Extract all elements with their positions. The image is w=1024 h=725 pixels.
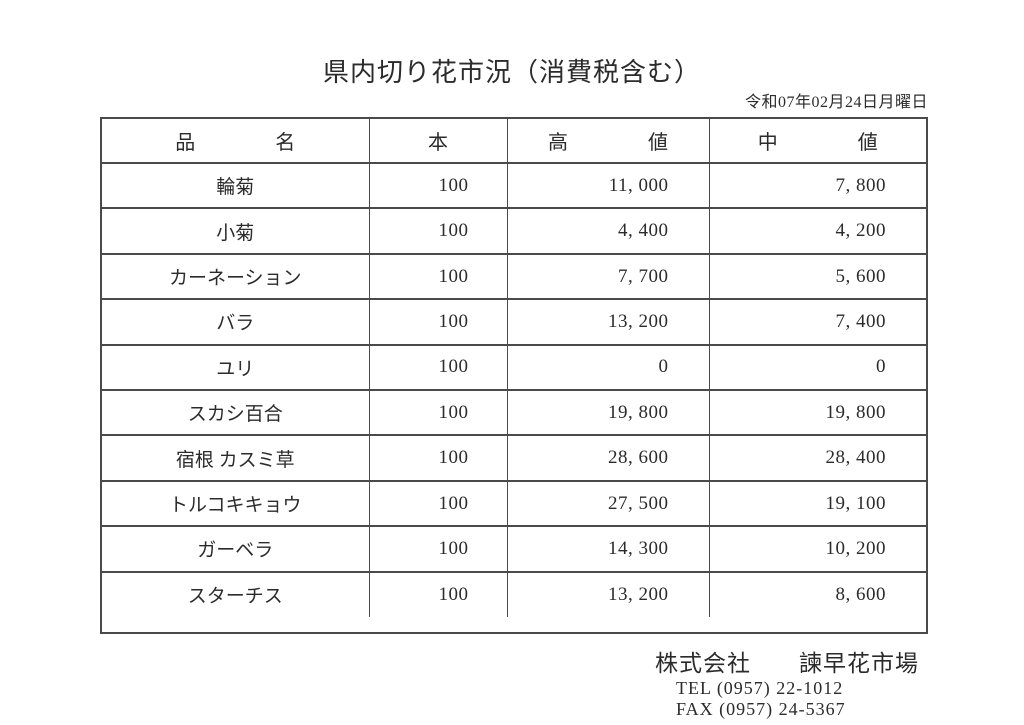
column-header-mid-price: 中 値: [708, 119, 926, 164]
cell-mid-price: 19, 800: [708, 389, 926, 436]
cell-quantity: 100: [368, 163, 507, 209]
cell-quantity: 100: [368, 298, 507, 345]
tel-line: TEL (0957) 22-1012: [676, 678, 844, 698]
cell-item-name: 宿根 カスミ草: [102, 434, 369, 481]
fax-line: FAX (0957) 24-5367: [676, 699, 846, 719]
cell-high-price: 19, 800: [506, 389, 709, 436]
cell-quantity: 100: [368, 525, 507, 572]
cell-high-price: 14, 300: [506, 525, 709, 572]
table-row: 輪菊 100 11, 000 7, 800: [102, 163, 926, 209]
table-row: バラ 100 13, 200 7, 400: [102, 298, 926, 345]
table-row: ユリ 100 0 0: [102, 343, 926, 391]
cell-quantity: 100: [368, 252, 507, 300]
cell-mid-price: 4, 200: [708, 207, 926, 254]
cell-mid-price: 10, 200: [708, 525, 926, 572]
cell-item-name: トルコキキョウ: [102, 479, 369, 527]
cell-quantity: 100: [368, 434, 507, 481]
table-body: 輪菊 100 11, 000 7, 800 小菊 100 4, 400 4, 200 カーネーシ…: [102, 163, 926, 632]
report-date: 令和07年02月24日月曜日: [744, 94, 928, 111]
cell-item-name: ユリ: [102, 343, 369, 391]
page-title: 県内切り花市況（消費税含む）: [322, 58, 701, 87]
cell-item-name: 小菊: [102, 207, 369, 254]
cell-mid-price: 7, 400: [708, 298, 926, 345]
cell-item-name: 輪菊: [216, 177, 255, 199]
cell-high-price: 28, 600: [506, 434, 709, 481]
cell-item-name: ガーベラ: [102, 525, 369, 572]
table-row: スカシ百合 100 19, 800 19, 800: [102, 389, 926, 436]
cell-mid-price: 7, 800: [708, 163, 926, 209]
cell-high-price: 27, 500: [506, 479, 709, 527]
table-row: トルコキキョウ 100 27, 500 19, 100: [102, 479, 926, 527]
column-header-high-price: 高 値: [506, 119, 709, 164]
table-row: カーネーション 100 7, 700 5, 600: [102, 252, 926, 300]
cell-high-price: 7, 700: [506, 252, 709, 300]
cell-high-price: 4, 400: [506, 207, 709, 254]
cell-quantity: 100: [368, 570, 507, 618]
table-row: 宿根 カスミ草 100 28, 600 28, 400: [102, 434, 926, 481]
cell-item-name: バラ: [102, 298, 369, 345]
cell-mid-price: 19, 100: [708, 479, 926, 527]
table-row: 小菊 100 4, 400 4, 200: [102, 207, 926, 254]
footer: 株式会社 諫早花市場 TEL (0957) 22-1012 FAX (0957)…: [655, 644, 919, 720]
price-table: 品 名 本 高 値 中 値 輪菊 100 11, 000 7, 800 小菊 100 4, …: [100, 117, 928, 634]
table-header-row: 品 名 本 高 値 中 値: [102, 119, 926, 164]
table-bottom-spacer: [102, 617, 926, 632]
cell-item-name: スターチス: [102, 570, 369, 618]
cell-high-price: 13, 200: [506, 570, 709, 618]
cell-quantity: 100: [368, 207, 507, 254]
cell-mid-price: 28, 400: [708, 434, 926, 481]
table-row: スターチス 100 13, 200 8, 600: [102, 570, 926, 618]
table-bottom-spacer-cell: [102, 617, 926, 632]
cell-mid-price: 0: [708, 343, 926, 391]
cell-high-price: 0: [506, 343, 709, 391]
column-header-quantity: 本: [368, 119, 507, 164]
cell-quantity: 100: [368, 479, 507, 527]
cell-item-name: カーネーション: [102, 252, 369, 300]
company-name: 株式会社 諫早花市場: [655, 651, 919, 676]
cell-mid-price: 8, 600: [708, 570, 926, 618]
cell-item-name: スカシ百合: [102, 389, 369, 436]
price-table-grid: 品 名 本 高 値 中 値 輪菊 100 11, 000 7, 800 小菊 100 4, …: [102, 119, 926, 632]
cell-high-price: 13, 200: [506, 298, 709, 345]
cell-mid-price: 5, 600: [708, 252, 926, 300]
cell-quantity: 100: [368, 343, 507, 391]
cell-high-price: 11, 000: [506, 163, 709, 209]
column-header-item-name: 品 名: [102, 119, 369, 164]
table-row: ガーベラ 100 14, 300 10, 200: [102, 525, 926, 572]
cell-quantity: 100: [368, 389, 507, 436]
